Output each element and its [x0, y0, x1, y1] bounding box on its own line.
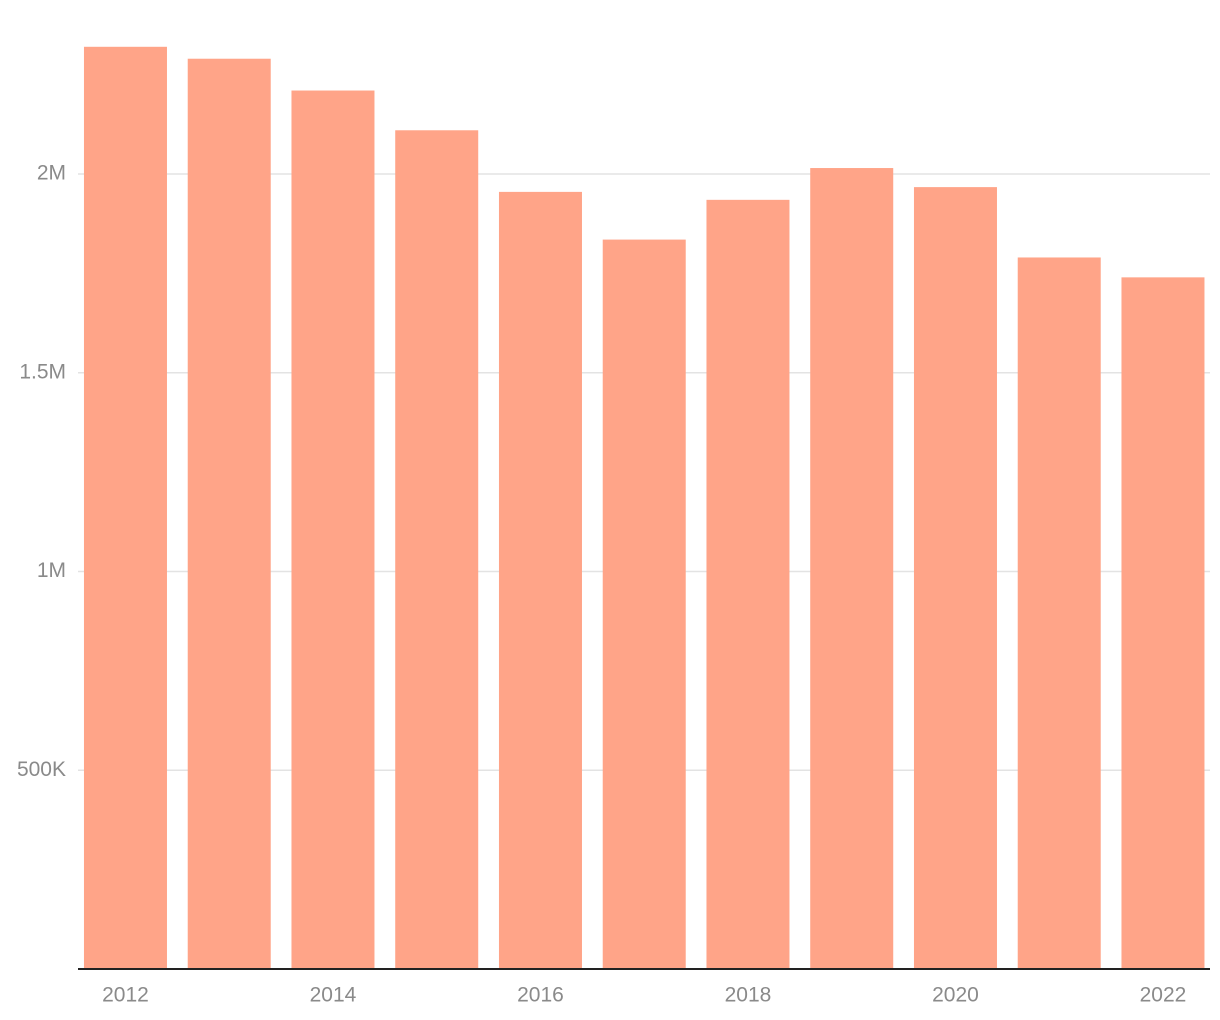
x-tick-label: 2018: [725, 984, 772, 1007]
bar: [83, 46, 167, 970]
bar: [602, 239, 686, 969]
x-tick-label: 2014: [310, 984, 357, 1007]
bar: [706, 199, 790, 969]
x-tick-label: 2012: [102, 984, 149, 1007]
bar: [1017, 257, 1101, 970]
x-tick-label: 2016: [517, 984, 564, 1007]
y-tick-label: 1M: [37, 559, 66, 582]
bar: [498, 191, 582, 969]
y-tick-label: 2M: [37, 162, 66, 185]
y-tick-label: 1.5M: [19, 360, 66, 383]
bar: [395, 130, 479, 969]
bar: [913, 187, 997, 969]
bar: [291, 90, 375, 969]
x-tick-label: 2020: [932, 984, 979, 1007]
bar: [1121, 277, 1205, 970]
x-tick-label: 2022: [1140, 984, 1187, 1007]
bar: [810, 168, 894, 970]
y-tick-label: 500K: [17, 758, 66, 781]
bar: [187, 58, 271, 970]
